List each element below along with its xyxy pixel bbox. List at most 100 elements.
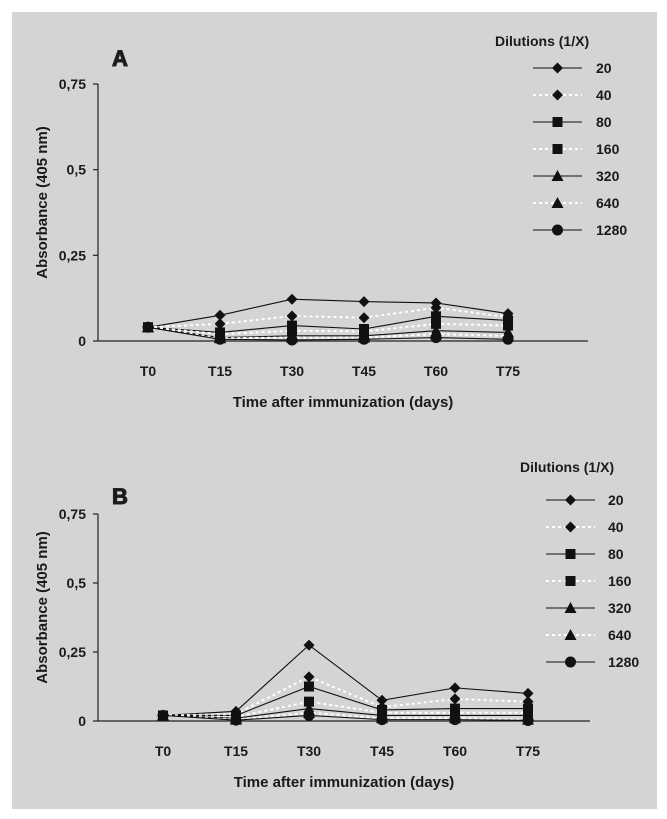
- x-axis-title: Time after immunization (days): [234, 774, 455, 791]
- data-point-20-T45: [358, 296, 370, 308]
- data-point-40-T15: [214, 318, 226, 330]
- data-point-160-T60: [431, 318, 441, 329]
- legend-label-80: 80: [608, 546, 624, 562]
- legend-label-20: 20: [596, 60, 612, 76]
- legend-label-40: 40: [596, 87, 612, 103]
- series-line-20: [147, 298, 509, 328]
- chart-panel-a: A 0 0,25 0,5 0,75 T0 T15 T30 T45 T60 T75 Time after…: [34, 33, 627, 411]
- data-point-1280-T30: [303, 709, 315, 721]
- legend-label-640: 640: [596, 195, 620, 211]
- legend-marker-160: [552, 144, 563, 154]
- x-tick-label: T45: [352, 363, 376, 379]
- x-axis-title: Time after immunization (days): [233, 394, 454, 411]
- legend-marker-160: [565, 576, 576, 586]
- legend-marker-20: [552, 62, 563, 74]
- data-point-1280-T75: [502, 333, 514, 345]
- chart-svg: A 0 0,25 0,5 0,75 T0 T15 T30 T45 T60 T75 Time after…: [34, 33, 639, 791]
- legend-marker-80: [552, 117, 563, 127]
- y-tick-label: 0,75: [59, 76, 86, 92]
- x-tick-label: T60: [424, 363, 448, 379]
- legend-marker-640: [564, 629, 577, 640]
- legend-label-20: 20: [608, 492, 624, 508]
- data-point-20-T30: [286, 293, 298, 305]
- y-tick-label: 0: [78, 333, 86, 349]
- legend-marker-40: [565, 521, 576, 533]
- data-point-1280-T75: [522, 714, 534, 726]
- x-tick-label: T30: [297, 743, 321, 759]
- data-point-1280-T0: [142, 321, 154, 333]
- y-tick-label: 0,25: [59, 247, 86, 263]
- data-point-20-T30: [303, 639, 315, 651]
- x-tick-label: T0: [140, 363, 157, 379]
- y-tick-label: 0: [78, 713, 86, 729]
- x-tick-label: T60: [443, 743, 467, 759]
- y-tick-label: 0,5: [67, 575, 87, 591]
- series-line-80: [147, 315, 509, 333]
- data-point-160-T30: [304, 696, 314, 707]
- y-axis-title: Absorbance (405 nm): [34, 531, 51, 684]
- data-point-1280-T45: [358, 333, 370, 345]
- series-line-1280: [147, 326, 509, 341]
- x-tick-label: T75: [496, 363, 520, 379]
- y-axis-title: Absorbance (405 nm): [34, 126, 51, 279]
- panel-label: A: [112, 46, 128, 71]
- data-point-20-T15: [214, 309, 226, 321]
- y-tick-label: 0,5: [67, 162, 87, 178]
- legend-label-1280: 1280: [608, 654, 639, 670]
- legend-marker-320: [564, 602, 577, 613]
- legend-label-40: 40: [608, 519, 624, 535]
- legend-marker-1280: [552, 224, 563, 236]
- series-line-160: [147, 322, 509, 336]
- data-point-20-T45: [376, 694, 388, 706]
- legend-label-320: 320: [608, 600, 632, 616]
- legend-label-80: 80: [596, 114, 612, 130]
- data-point-1280-T60: [449, 714, 461, 726]
- legend-title: Dilutions (1/X): [495, 33, 589, 49]
- y-tick-label: 0,25: [59, 644, 86, 660]
- legend-label-640: 640: [608, 627, 632, 643]
- chart-panel-b: B 0 0,25 0,5 0,75 T0 T15 T30 T45 T60 T75 Time after…: [34, 459, 639, 791]
- legend-marker-640: [551, 197, 564, 208]
- data-point-40-T30: [286, 310, 298, 322]
- legend-marker-1280: [565, 656, 576, 668]
- legend-label-320: 320: [596, 168, 620, 184]
- panel-label: B: [112, 484, 128, 509]
- data-point-1280-T0: [157, 709, 169, 721]
- data-point-80-T75: [503, 315, 513, 326]
- data-point-80-T60: [431, 311, 441, 322]
- x-tick-label: T15: [208, 363, 232, 379]
- legend-marker-80: [565, 549, 576, 559]
- series-line-320: [162, 708, 528, 719]
- data-point-20-T60: [449, 682, 461, 694]
- series-line-1280: [162, 714, 529, 721]
- legend-label-160: 160: [596, 141, 620, 157]
- series-line-160: [162, 700, 528, 718]
- y-tick-label: 0,75: [59, 506, 86, 522]
- legend-label-160: 160: [608, 573, 632, 589]
- legend-title: Dilutions (1/X): [520, 459, 614, 475]
- data-point-1280-T15: [214, 333, 226, 345]
- data-point-80-T30: [304, 681, 314, 692]
- data-point-40-T45: [358, 312, 370, 324]
- x-tick-label: T75: [516, 743, 540, 759]
- data-point-1280-T15: [230, 714, 242, 726]
- data-point-80-T30: [287, 320, 297, 331]
- x-tick-label: T45: [370, 743, 394, 759]
- series-line-80: [163, 685, 528, 717]
- series-line-640: [147, 326, 509, 340]
- data-point-1280-T60: [430, 332, 442, 344]
- legend-label-1280: 1280: [596, 222, 627, 238]
- legend-marker-320: [551, 170, 564, 181]
- figure: A 0 0,25 0,5 0,75 T0 T15 T30 T45 T60 T75 Time after…: [12, 12, 657, 809]
- data-point-1280-T30: [286, 334, 298, 346]
- legend-marker-40: [552, 89, 563, 101]
- series-line-40: [147, 306, 509, 329]
- series-line-20: [162, 644, 529, 717]
- x-tick-label: T15: [224, 743, 248, 759]
- x-tick-label: T0: [155, 743, 172, 759]
- data-point-40-T60: [449, 693, 461, 705]
- legend-marker-20: [565, 494, 576, 506]
- data-point-40-T60: [430, 302, 442, 314]
- data-point-20-T75: [522, 687, 534, 699]
- data-point-40-T30: [303, 671, 315, 683]
